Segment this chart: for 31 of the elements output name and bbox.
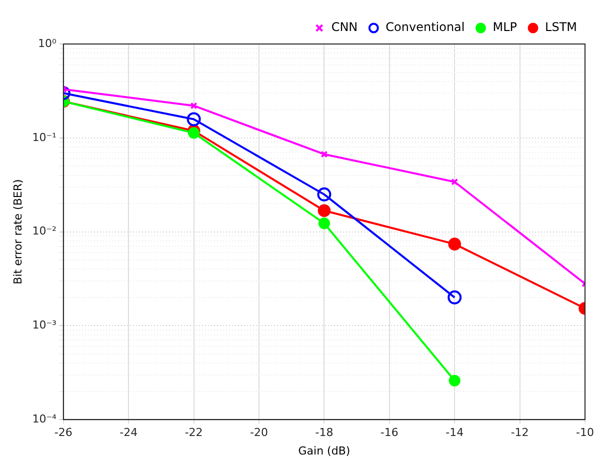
point [186,112,201,126]
legend-label: LSTM [545,20,578,34]
y-tick-label: 10⁰ [38,36,57,50]
point [317,187,332,202]
point [188,127,200,139]
x-tick-label: -14 [446,426,464,440]
legend-label: MLP [492,20,518,34]
point [320,150,328,158]
x-tick-label: -20 [250,426,268,440]
point [448,290,462,304]
y-axis-title: Bit error rate (BER) [11,179,24,284]
y-tick-label: 10⁻¹ [32,130,56,144]
x-tick-label: -10 [576,426,594,440]
legend-label: CNN [331,20,358,34]
x-tick-label: -16 [380,426,398,440]
point [190,102,198,110]
point [448,374,460,386]
point [448,238,462,250]
point [318,218,330,230]
legend-label: Conventional [386,20,465,34]
y-tick-label: 10⁻⁴ [32,412,57,426]
x-axis-title: Gain (dB) [298,444,350,458]
point [451,178,458,186]
x-tick-label: -18 [315,426,334,440]
y-tick-label: 10⁻³ [32,318,56,332]
x-tick-label: -24 [120,426,138,440]
x-tick-label: -22 [184,426,203,440]
x-tick-label: -12 [510,426,529,440]
y-tick-label: 10⁻² [32,224,56,238]
x-tick-label: -26 [54,426,72,440]
point [318,204,331,218]
